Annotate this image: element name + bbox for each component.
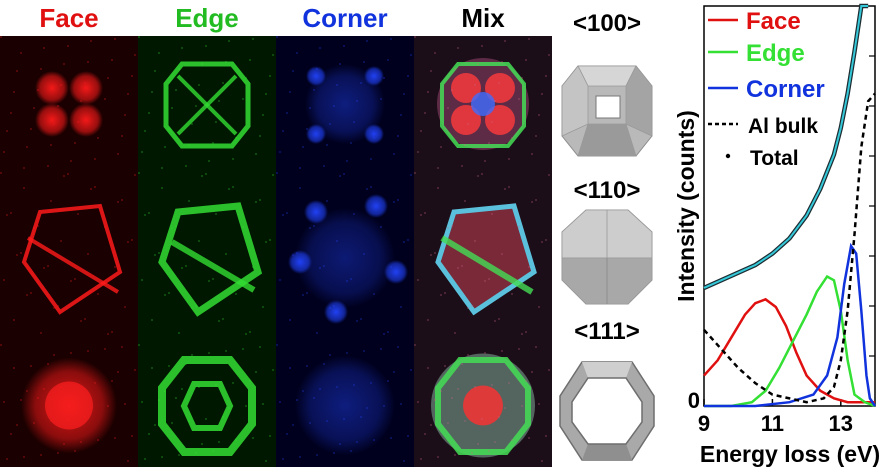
map-face-111 (0, 344, 138, 467)
polyhedron-110-icon (561, 209, 653, 305)
legend-label-face: Face (746, 8, 801, 35)
series-line-total-inner (703, 5, 869, 289)
map-mix-111 (414, 344, 552, 467)
y-axis-label: Intensity (counts) (673, 110, 699, 302)
map-edge-100 (138, 36, 276, 172)
map-corner-100 (276, 36, 414, 172)
legend-label-corner: Corner (746, 76, 825, 103)
series-line-al-bulk (703, 92, 876, 404)
map-mix-110 (414, 172, 552, 344)
map-mix-100 (414, 36, 552, 172)
orientation-label-100: <100> (572, 10, 642, 37)
x-tick-label: 11 (761, 411, 784, 436)
column-header-corner: Corner (302, 3, 388, 33)
legend-marker-total (725, 153, 731, 159)
map-corner-111 (276, 344, 414, 467)
series-line-edge (704, 274, 876, 408)
orientation-label-111: <111> (574, 318, 640, 345)
legend-label-al-bulk: Al bulk (748, 115, 818, 138)
column-header-face: Face (39, 3, 99, 33)
map-corner-110 (276, 172, 414, 344)
column-header-mix: Mix (461, 3, 505, 33)
column-header-edge: Edge (175, 3, 239, 33)
eels-spectrum-chart: 9 11 13 0 Face Edge Corner Al bulk Total Intens… (673, 3, 879, 467)
y-tick-label: 0 (688, 388, 700, 413)
polyhedron-111-icon (559, 361, 655, 461)
map-edge-111 (138, 344, 276, 467)
series-line-corner (704, 242, 877, 408)
orientation-label-110: <110> (573, 177, 641, 204)
x-tick-label: 9 (698, 411, 710, 436)
legend-label-edge: Edge (746, 40, 805, 67)
x-tick-label: 13 (829, 411, 853, 436)
polyhedron-100-icon (561, 65, 653, 157)
plot-frame (703, 5, 876, 407)
map-face-100 (0, 36, 138, 172)
map-edge-110 (138, 172, 276, 344)
x-axis-label: Energy loss (eV) (700, 441, 879, 467)
series-line-face (703, 297, 875, 404)
map-face-110 (0, 172, 138, 344)
legend-label-total: Total (750, 147, 799, 170)
